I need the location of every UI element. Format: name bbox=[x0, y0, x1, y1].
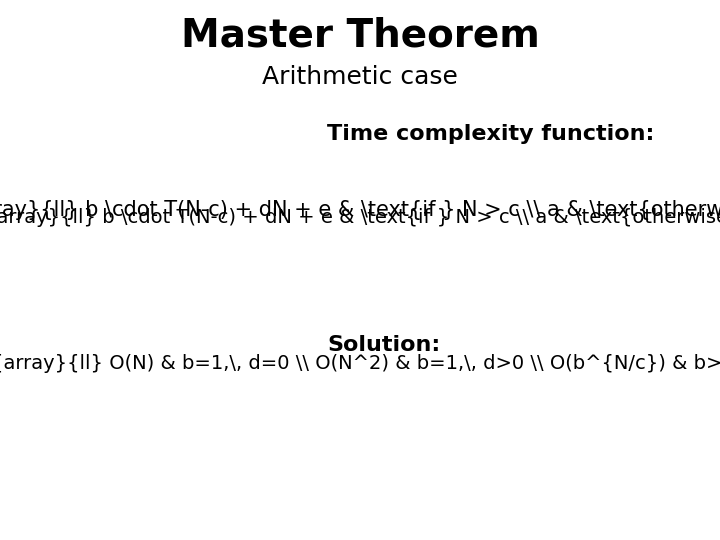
Text: Master Theorem: Master Theorem bbox=[181, 16, 539, 54]
Text: T(N) = \left\{\begin{array}{ll} b \cdot T(N-c) + dN + e & \text{if } N > c \\ a : T(N) = \left\{\begin{array}{ll} b \cdot … bbox=[0, 200, 720, 220]
Text: Time complexity function:: Time complexity function: bbox=[327, 124, 654, 144]
Text: Arithmetic case: Arithmetic case bbox=[262, 65, 458, 89]
Text: Solution:: Solution: bbox=[327, 335, 440, 355]
Text: T(N) = \left\{\begin{array}{ll} b \cdot T(N-c) + dN + e & \text{if } N > c \\ a : T(N) = \left\{\begin{array}{ll} b \cdot … bbox=[0, 208, 720, 227]
Text: T(N) = \left\{\begin{array}{ll} O(N) & b=1,\, d=0 \\ O(N^2) & b=1,\, d>0 \\ O(b^: T(N) = \left\{\begin{array}{ll} O(N) & b… bbox=[0, 354, 720, 373]
